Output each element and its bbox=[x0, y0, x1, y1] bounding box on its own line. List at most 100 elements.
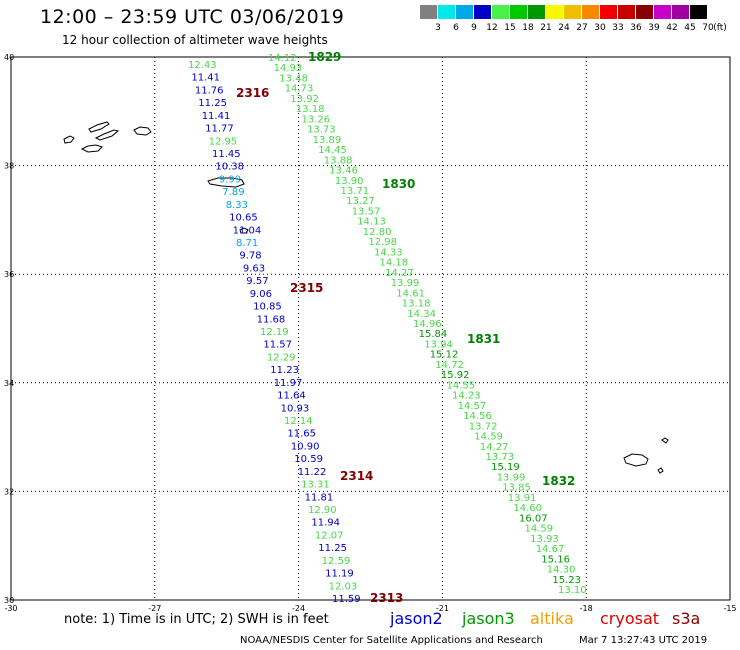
wave-height-label: 11.97 bbox=[274, 378, 303, 389]
wave-height-label: 14.96 bbox=[413, 319, 442, 330]
wave-height-label: 14.60 bbox=[513, 503, 542, 514]
wave-height-label: 13.93 bbox=[530, 534, 559, 545]
legend-swatch bbox=[672, 5, 690, 19]
satellite-name: altika bbox=[530, 609, 574, 628]
footer-timestamp: Mar 7 13:27:43 UTC 2019 bbox=[579, 635, 708, 646]
wave-height-label: 14.12 bbox=[268, 53, 297, 64]
wave-height-label: 12.80 bbox=[363, 227, 392, 238]
wave-height-label: 8.33 bbox=[226, 200, 248, 211]
wave-height-label: 11.81 bbox=[305, 492, 334, 503]
island-faial bbox=[80, 144, 103, 153]
wave-height-label: 16.07 bbox=[519, 513, 548, 524]
wave-height-label: 14.57 bbox=[458, 401, 487, 412]
wave-height-label: 14.27 bbox=[480, 442, 509, 453]
wave-height-label: 11.76 bbox=[195, 85, 224, 96]
page-title: 12:00 – 23:59 UTC 03/06/2019 bbox=[40, 6, 345, 28]
pass-number-label: 2315 bbox=[290, 281, 323, 295]
wave-height-label: 13.18 bbox=[402, 299, 431, 310]
wave-height-label: 12.19 bbox=[260, 327, 289, 338]
wave-height-label: 13.99 bbox=[497, 473, 526, 484]
wave-height-label: 8.71 bbox=[236, 238, 258, 249]
wave-height-label: 14.30 bbox=[547, 565, 576, 576]
wave-height-label: 11.64 bbox=[277, 391, 306, 402]
wave-height-label: 9.06 bbox=[250, 289, 272, 300]
lon-tick-label: -27 bbox=[148, 604, 161, 613]
legend-swatch bbox=[420, 5, 438, 19]
wave-height-label: 14.23 bbox=[452, 391, 481, 402]
legend-label: 21 bbox=[540, 23, 552, 33]
wave-height-label: 13.85 bbox=[502, 483, 531, 494]
wave-height-label: 12.07 bbox=[315, 530, 344, 541]
footer-credit: NOAA/NESDIS Center for Satellite Applica… bbox=[240, 635, 543, 646]
wave-height-label: 11.19 bbox=[325, 569, 354, 580]
lat-tick-label: 32 bbox=[4, 487, 14, 496]
island-corvo bbox=[88, 121, 110, 133]
wave-height-label: 14.18 bbox=[380, 258, 409, 269]
wave-height-label: 14.45 bbox=[318, 145, 347, 156]
legend-swatch bbox=[564, 5, 582, 19]
pass-number-label: 2314 bbox=[340, 469, 373, 483]
lat-tick-label: 30 bbox=[4, 596, 14, 605]
pass-number-label: 2313 bbox=[370, 591, 403, 605]
wave-height-label: 12.03 bbox=[329, 581, 358, 592]
wave-height-label: 11.23 bbox=[270, 365, 299, 376]
wave-height-label: 11.59 bbox=[332, 594, 361, 605]
wave-height-label: 13.94 bbox=[424, 340, 453, 351]
wave-height-label: 13.72 bbox=[469, 421, 498, 432]
legend-swatch bbox=[510, 5, 528, 19]
legend-swatch bbox=[654, 5, 672, 19]
wave-height-label: 13.18 bbox=[296, 104, 325, 115]
lat-tick-label: 36 bbox=[4, 270, 14, 279]
wave-height-label: 9.78 bbox=[239, 251, 261, 262]
wave-height-label: 14.59 bbox=[525, 524, 554, 535]
wave-height-label: 9.99 bbox=[219, 174, 241, 185]
wave-height-label: 13.31 bbox=[301, 480, 330, 491]
wave-height-label: 14.27 bbox=[385, 268, 414, 279]
lat-tick-label: 38 bbox=[4, 162, 14, 171]
wave-height-label: 14.72 bbox=[435, 360, 464, 371]
lon-tick-label: -24 bbox=[292, 604, 305, 613]
legend-swatch bbox=[528, 5, 546, 19]
wave-height-label: 9.57 bbox=[246, 276, 268, 287]
wave-height-label: 13.46 bbox=[329, 166, 358, 177]
wave-height-label: 11.77 bbox=[205, 124, 234, 135]
island-santa-maria bbox=[239, 227, 249, 234]
legend-label: 9 bbox=[471, 23, 477, 33]
wave-height-label: 13.92 bbox=[290, 94, 319, 105]
lat-tick-label: 40 bbox=[4, 53, 14, 62]
legend-swatch bbox=[636, 5, 654, 19]
wave-height-label: 13.73 bbox=[486, 452, 515, 463]
wave-height-label: 15.84 bbox=[419, 329, 448, 340]
legend-label: 30 bbox=[594, 23, 606, 33]
legend-label: 12 bbox=[486, 23, 498, 33]
legend-label: 33 bbox=[612, 23, 624, 33]
island-sao-jorge bbox=[133, 126, 152, 136]
wave-height-label: 14.13 bbox=[357, 217, 386, 228]
island-desertas bbox=[657, 467, 664, 474]
wave-height-label: 11.65 bbox=[287, 429, 316, 440]
legend-label: 39 bbox=[648, 23, 660, 33]
lat-tick-label: 34 bbox=[4, 379, 14, 388]
legend-swatch bbox=[456, 5, 474, 19]
wave-height-label: 13.99 bbox=[391, 278, 420, 289]
legend-swatch bbox=[546, 5, 564, 19]
wave-height-label: 12.90 bbox=[308, 505, 337, 516]
lon-tick-label: -21 bbox=[436, 604, 449, 613]
wave-height-label: 10.59 bbox=[294, 454, 323, 465]
legend-label: 27 bbox=[576, 23, 588, 33]
legend-label: 36 bbox=[630, 23, 642, 33]
wave-height-label: 13.88 bbox=[324, 155, 353, 166]
wave-height-label: 10.38 bbox=[215, 162, 244, 173]
legend-label: 42 bbox=[666, 23, 678, 33]
legend-unit: (ft) bbox=[713, 23, 727, 33]
wave-height-label: 13.26 bbox=[302, 114, 331, 125]
legend-swatch bbox=[582, 5, 600, 19]
wave-height-label: 12.59 bbox=[322, 556, 351, 567]
legend-label: 3 bbox=[435, 23, 441, 33]
pass-number-label: 1832 bbox=[542, 474, 575, 488]
pass-number-label: 1829 bbox=[308, 50, 341, 64]
track-jason2-west: 12.4311.4111.7611.2511.4111.7712.9511.45… bbox=[188, 60, 361, 605]
pass-number-label: 1831 bbox=[467, 332, 500, 346]
pass-number-label: 1830 bbox=[382, 177, 415, 191]
wave-height-label: 13.71 bbox=[341, 186, 370, 197]
